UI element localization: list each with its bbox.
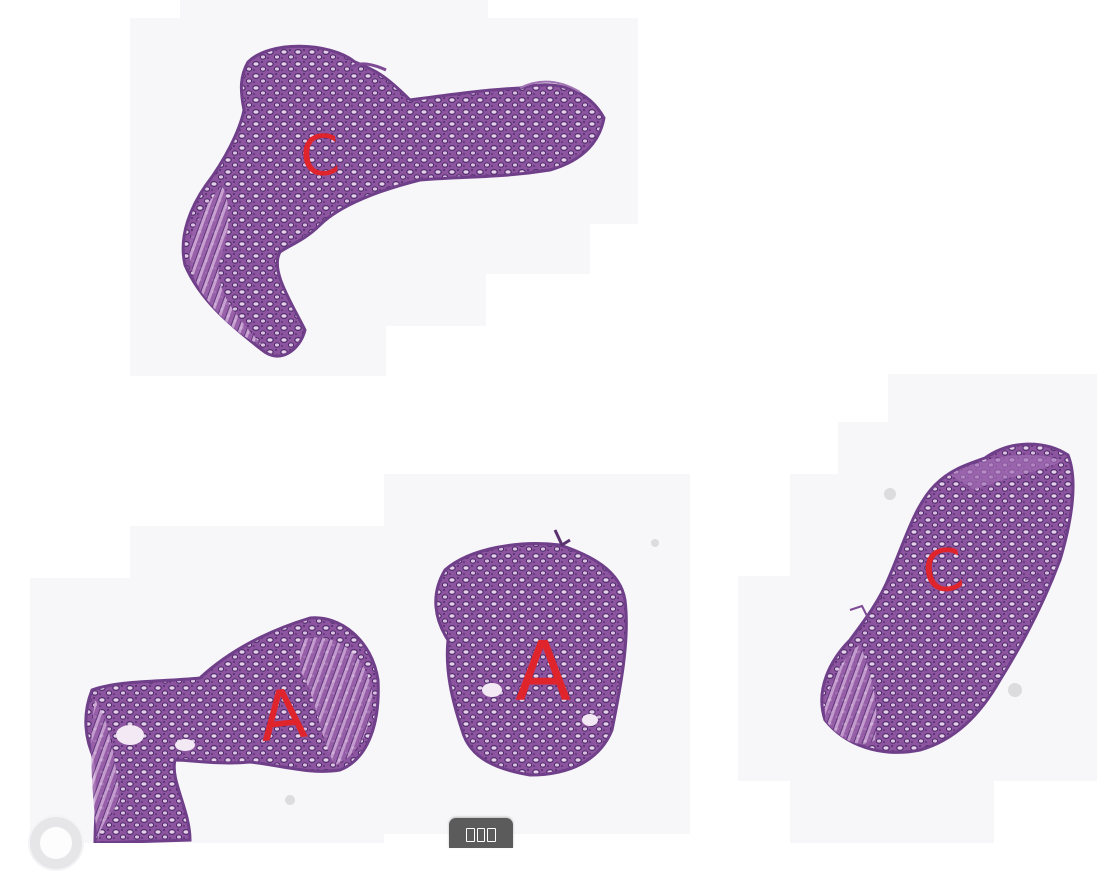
annotation-c-top: C — [298, 123, 342, 191]
dust-spots — [285, 488, 1022, 805]
annotation-a-middle: A — [515, 625, 571, 720]
annotation-c-right: C — [918, 535, 968, 608]
navigator-circle-icon[interactable] — [28, 815, 84, 871]
filmstrip-toggle-button[interactable] — [449, 818, 513, 848]
tissue-fragment-top[interactable] — [181, 44, 606, 358]
tissue-fragment-bottom-middle[interactable] — [434, 529, 628, 777]
tissue-fragment-bottom-left[interactable] — [84, 616, 380, 843]
navigator-circle-inner — [40, 827, 72, 859]
annotation-a-left: A — [256, 675, 311, 758]
slide-canvas[interactable]: C A A C — [0, 0, 1097, 843]
filmstrip-icon — [466, 828, 497, 842]
tissue-fragment-right[interactable] — [820, 442, 1075, 754]
